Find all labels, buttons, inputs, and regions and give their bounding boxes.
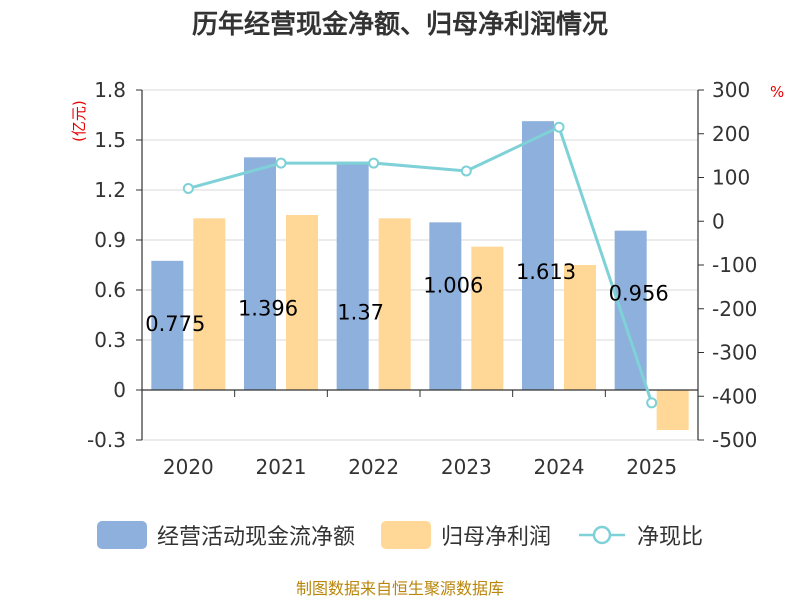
- x-tick-label: 2025: [626, 455, 677, 479]
- bar-cashflow-2024[interactable]: [522, 121, 554, 391]
- left-tick-label: -0.3: [87, 428, 126, 452]
- right-tick-label: -500: [712, 428, 757, 452]
- right-tick-label: -400: [712, 384, 757, 408]
- data-label-cashflow: 1.613: [516, 260, 576, 284]
- chart-legend: 经营活动现金流净额 归母净利润 净现比: [0, 517, 800, 553]
- legend-line-icon: [579, 525, 625, 545]
- ratio-point-2025[interactable]: [646, 397, 658, 409]
- ratio-point-2024[interactable]: [553, 121, 565, 133]
- x-tick-label: 2020: [163, 455, 214, 479]
- right-axis-unit: %: [770, 83, 784, 101]
- data-label-cashflow: 0.956: [609, 282, 669, 306]
- bar-profit-2025[interactable]: [656, 390, 689, 430]
- legend-swatch-cashflow: [96, 521, 147, 549]
- ratio-point-2021[interactable]: [275, 157, 287, 169]
- left-tick-label: 1.2: [94, 178, 126, 202]
- right-tick-label: -200: [712, 297, 757, 321]
- right-tick-label: 0: [712, 209, 725, 233]
- right-tick-label: 200: [712, 122, 750, 146]
- left-tick-label: 1.8: [94, 78, 126, 102]
- legend-item-cashflow[interactable]: 经营活动现金流净额: [96, 519, 355, 551]
- ratio-point-2023[interactable]: [460, 165, 472, 177]
- legend-label-ratio: 净现比: [637, 525, 704, 550]
- left-tick-label: 0.3: [94, 328, 126, 352]
- bar-profit-2022[interactable]: [378, 218, 411, 390]
- left-tick-label: 0: [113, 378, 126, 402]
- legend-swatch-profit: [380, 521, 431, 549]
- bar-profit-2024[interactable]: [564, 265, 596, 390]
- x-tick-label: 2024: [534, 455, 585, 479]
- bar-cashflow-2022[interactable]: [336, 161, 369, 390]
- data-label-cashflow: 1.37: [337, 301, 384, 325]
- bar-profit-2020[interactable]: [193, 218, 226, 390]
- right-tick-label: 100: [712, 166, 750, 190]
- data-label-cashflow: 1.006: [423, 273, 483, 297]
- right-tick-label: -100: [712, 253, 757, 277]
- x-tick-label: 2021: [256, 455, 307, 479]
- bar-cashflow-2020[interactable]: [151, 260, 184, 390]
- x-tick-label: 2023: [441, 455, 492, 479]
- bar-cashflow-2021[interactable]: [244, 157, 276, 390]
- right-tick-label: -300: [712, 341, 757, 365]
- left-tick-label: 0.6: [94, 278, 126, 302]
- legend-item-ratio[interactable]: 净现比: [577, 519, 703, 551]
- right-tick-label: 300: [712, 78, 750, 102]
- data-label-cashflow: 0.775: [145, 312, 205, 336]
- ratio-point-2020[interactable]: [182, 182, 194, 194]
- legend-label-profit: 归母净利润: [440, 525, 551, 550]
- bar-cashflow-2023[interactable]: [429, 222, 462, 390]
- x-tick-label: 2022: [348, 455, 399, 479]
- bar-profit-2023[interactable]: [471, 246, 504, 390]
- left-axis-unit: (亿元): [70, 100, 88, 142]
- legend-label-cashflow: 经营活动现金流净额: [156, 525, 355, 550]
- bar-profit-2021[interactable]: [286, 215, 318, 390]
- left-tick-label: 1.5: [94, 128, 126, 152]
- legend-item-profit[interactable]: 归母净利润: [380, 519, 551, 551]
- data-label-cashflow: 1.396: [238, 296, 298, 320]
- ratio-line: [187, 125, 654, 404]
- chart-title: 历年经营现金净额、归母净利润情况: [191, 10, 608, 40]
- ratio-point-2022[interactable]: [368, 157, 380, 169]
- source-note: 制图数据来自恒生聚源数据库: [295, 579, 504, 598]
- left-tick-label: 0.9: [94, 228, 126, 252]
